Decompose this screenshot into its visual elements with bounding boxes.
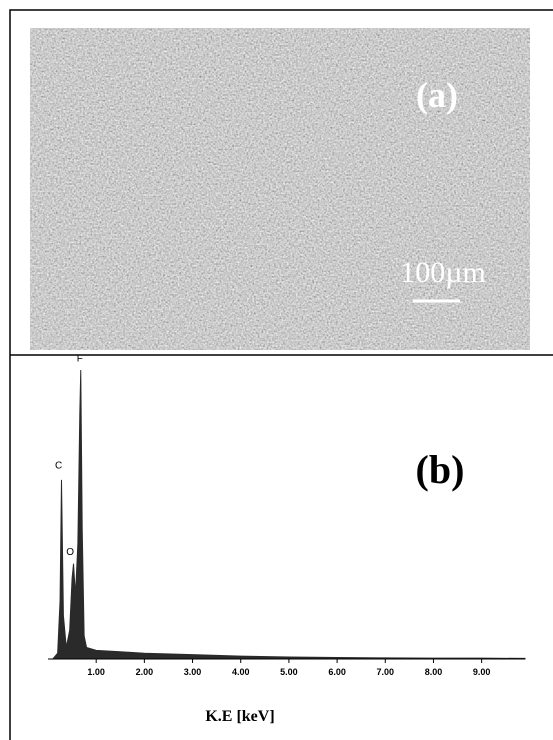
x-tick-label: 1.00 xyxy=(87,667,105,677)
x-tick-label: 6.00 xyxy=(328,667,346,677)
peak-label: F xyxy=(77,353,83,364)
sem-image xyxy=(30,28,530,350)
x-tick-label: 8.00 xyxy=(425,667,443,677)
x-tick-label: 7.00 xyxy=(377,667,395,677)
panel-label: (a) xyxy=(416,75,458,115)
spectrum xyxy=(51,369,526,660)
x-axis-label: K.E [keV] xyxy=(205,708,274,725)
panel-label: (b) xyxy=(416,447,465,492)
x-tick-label: 5.00 xyxy=(280,667,298,677)
x-tick-label: 2.00 xyxy=(136,667,154,677)
peak-label: O xyxy=(66,547,74,558)
x-tick-label: 3.00 xyxy=(184,667,202,677)
x-tick-label: 4.00 xyxy=(232,667,250,677)
x-tick-label: 9.00 xyxy=(473,667,491,677)
frame xyxy=(9,9,553,740)
peak-label: C xyxy=(55,460,62,471)
scale-bar-label: 100µm xyxy=(400,256,486,289)
